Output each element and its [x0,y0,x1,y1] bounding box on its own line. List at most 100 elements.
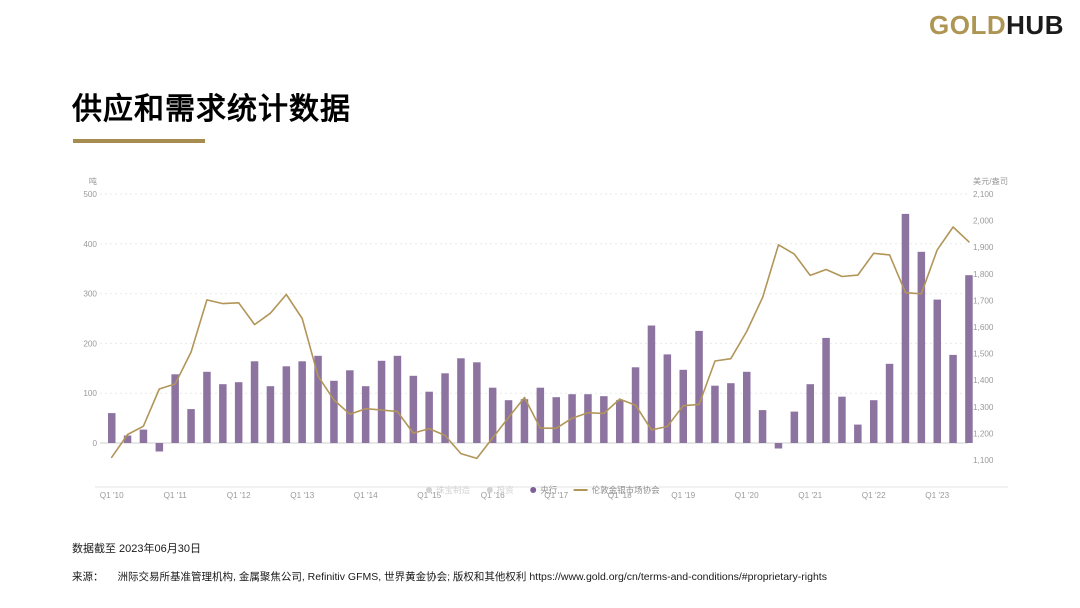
bar-52 [933,299,941,443]
bar-12 [298,361,306,443]
x-tick-114: Q1 '14 [354,491,378,500]
bar-53 [949,354,957,443]
svg-text:100: 100 [83,389,97,398]
bar-7 [219,384,227,443]
bar-21 [441,373,449,443]
legend-label: 投资 [497,485,515,495]
bar-54 [965,275,973,443]
left-axis-labels: 吨 0 100 200 300 400 500 [83,176,97,448]
bar-15 [346,370,354,443]
bar-28 [552,397,560,443]
legend-item-央行[interactable]: 央行 [530,485,558,495]
x-tick-112: Q1 '12 [227,491,251,500]
bar-8 [234,382,243,443]
bar-2 [139,429,148,443]
bar-22 [457,358,465,443]
bars-group [108,213,973,452]
x-tick-119: Q1 '19 [671,491,695,500]
bar-10 [266,386,275,443]
svg-text:200: 200 [83,339,97,348]
bar-35 [663,354,672,443]
x-tick-111: Q1 '11 [164,491,188,500]
x-tick-123: Q1 '23 [925,491,949,500]
bar-14 [330,380,338,444]
bar-20 [425,391,433,443]
legend-item-投资[interactable]: 投资 [486,485,515,495]
svg-text:1,200: 1,200 [973,429,994,438]
bar-47 [854,424,862,443]
logo-hub-part: HUB [1006,10,1064,40]
legend-dot-icon [486,487,493,493]
legend-label: 伦敦金银市场协会 [592,485,661,495]
x-axis-labels: Q1 '10 Q1 '11 Q1 '12 Q1 '13 Q1 '14 Q1 '15 Q1 '… [100,491,950,500]
data-as-of-text: 数据截至 2023年06月30日 [72,543,201,555]
bar-16 [361,386,370,443]
bar-1 [123,435,132,443]
bar-46 [838,396,846,443]
svg-text:1,700: 1,700 [973,296,994,305]
bar-51 [917,251,926,443]
bar-0 [108,413,116,443]
bar-41 [758,410,767,443]
bar-27 [536,387,545,443]
source-label: 来源： [72,571,104,583]
page-title: 供应和需求统计数据 [72,93,351,126]
bar-17 [377,360,386,443]
x-tick-120: Q1 '20 [735,491,759,500]
bar-25 [504,400,513,443]
bar-48 [870,400,878,443]
bar-40 [743,371,751,443]
bar-30 [584,394,592,443]
bar-18 [393,355,402,443]
svg-text:2,000: 2,000 [973,217,994,226]
goldhub-logo: GOLDHUB [929,10,1064,41]
source-text: 来源： 洲际交易所基准管理机构, 金属聚焦公司, Refinitiv GFMS, … [72,569,827,584]
bar-44 [806,384,814,443]
logo-gold-part: GOLD [929,10,1007,40]
bar-13 [314,355,322,443]
bar-26 [520,399,529,443]
bar-37 [695,330,703,443]
left-axis-title: 吨 [89,176,97,186]
legend-label: 珠宝制造 [436,485,471,495]
bar-32 [616,400,624,443]
svg-text:1,500: 1,500 [973,350,994,359]
x-tick-117: Q1 '17 [544,491,568,500]
bar-38 [711,385,719,443]
legend-item-珠宝制造[interactable]: 珠宝制造 [426,485,471,495]
bar-50 [901,213,910,443]
x-tick-116: Q1 '16 [481,491,505,500]
bar-19 [409,375,418,443]
x-tick-115: Q1 '15 [417,491,441,500]
right-axis-title: 美元/盎司 [973,176,1008,186]
x-tick-122: Q1 '22 [862,491,886,500]
svg-text:1,400: 1,400 [973,376,994,385]
chart-legend: 珠宝制造 投资 央行 伦敦金银市场协会 [426,485,660,495]
legend-dot-icon [426,487,432,493]
bar-6 [203,371,211,443]
gold-price-line [110,226,970,460]
svg-text:400: 400 [83,240,97,249]
bar-31 [600,396,608,443]
svg-text:300: 300 [83,290,97,299]
x-tick-121: Q1 '21 [798,491,822,500]
bar-3 [155,443,164,452]
source-body: 洲际交易所基准管理机构, 金属聚焦公司, Refinitiv GFMS, 世界黄… [117,571,827,583]
svg-text:500: 500 [83,190,97,199]
right-axis-labels: 美元/盎司 1,100 1,200 1,300 1,400 1,500 1,600 1,700… [973,176,1008,465]
legend-label: 央行 [540,485,558,495]
bar-49 [885,363,894,443]
legend-dot-icon [530,487,537,493]
svg-text:1,800: 1,800 [973,270,994,279]
legend-item-伦敦金银市场协会[interactable]: 伦敦金银市场协会 [573,485,661,495]
svg-text:0: 0 [92,439,97,448]
x-tick-113: Q1 '13 [290,491,314,500]
bar-11 [282,366,291,443]
svg-text:1,100: 1,100 [973,456,994,465]
x-tick-118: Q1 '18 [608,491,632,500]
bar-42 [774,443,783,449]
supply-demand-chart: 吨 0 100 200 300 400 500 美元/盎司 1,100 1,200 1,300 1,4… [83,176,1008,500]
svg-text:2,100: 2,100 [973,190,994,199]
svg-text:1,300: 1,300 [973,403,994,412]
bar-4 [171,374,179,443]
